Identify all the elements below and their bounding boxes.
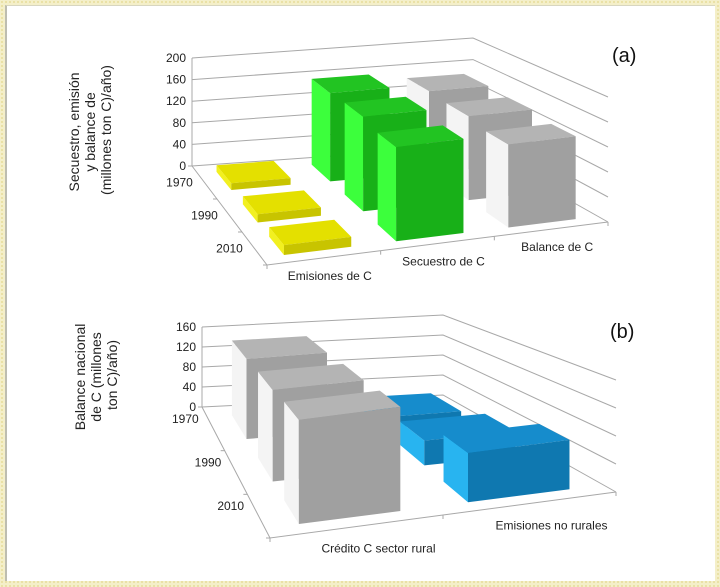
y-tick-label: 0 <box>179 159 186 173</box>
bar-top-face <box>269 219 352 246</box>
bar-side-face <box>231 340 247 439</box>
y-axis-label-b: Balance nacional de C (millones ton C)/a… <box>72 320 120 431</box>
bar-side-face <box>284 401 299 525</box>
bar-side-face <box>377 132 397 242</box>
row-label-1990: 1990 <box>195 456 222 470</box>
bar-side-face <box>399 421 425 466</box>
gridline <box>191 59 609 123</box>
row-label-2010: 2010 <box>216 242 243 256</box>
bar-2010 <box>377 125 464 242</box>
panel-label-b: (b) <box>610 321 634 343</box>
bar-front-face <box>467 439 570 503</box>
row-label-1990: 1990 <box>191 209 218 223</box>
bar-top-face <box>377 125 464 148</box>
y-tick-label: 120 <box>176 340 196 354</box>
bar-side-face <box>242 196 258 223</box>
y-axis-label-line: (millones ton C)/año) <box>98 65 114 195</box>
y-axis-label-line: Balance nacional <box>72 324 88 431</box>
bar-side-face <box>443 434 468 503</box>
bar-front-face <box>283 236 352 255</box>
chart-b: (b) Balance nacional de C (millones ton … <box>72 314 634 556</box>
bar-2010 <box>443 423 570 503</box>
y-axis-label-line: de C (millones <box>88 332 104 421</box>
y-tick-label: 160 <box>176 320 196 334</box>
bar-front-face <box>231 178 291 191</box>
bar-top-face <box>258 363 364 390</box>
panel-label-a: (a) <box>612 45 636 67</box>
bar-top-face <box>242 190 321 215</box>
bar-front-face <box>257 207 321 223</box>
bar-side-face <box>258 371 273 482</box>
chart-a: (a) Secuestro, emisión y balance de (mil… <box>66 37 636 283</box>
y-tick-label: 200 <box>166 51 186 65</box>
category-label: Balance de C <box>521 240 593 254</box>
bar-top-face <box>344 96 427 117</box>
category-label: Emisiones de C <box>288 269 372 283</box>
bar-side-face <box>311 78 331 182</box>
y-axis-label-line: y balance de <box>82 92 98 172</box>
y-axis-label-line: ton C)/año) <box>104 340 120 410</box>
row-label-2010: 2010 <box>217 499 244 513</box>
bar-2010 <box>486 123 576 228</box>
bar-side-face <box>344 102 364 212</box>
bar-front-face <box>396 138 464 242</box>
y-tick-label: 40 <box>183 380 197 394</box>
category-label: Emisiones no rurales <box>495 519 607 533</box>
bar-1990 <box>242 190 321 223</box>
bar-top-face <box>486 123 576 145</box>
y-tick-label: 40 <box>173 137 187 151</box>
axes: 0 40 80 120 160 1970 1990 2010 Crédito C sector … <box>172 314 617 556</box>
y-tick-label: 160 <box>166 73 186 87</box>
bar-2010 <box>284 390 401 525</box>
bar-side-face <box>486 131 509 228</box>
bar-top-face <box>284 390 401 420</box>
bars <box>216 73 576 255</box>
bar-side-face <box>269 227 284 255</box>
bar-side-face <box>216 165 232 191</box>
gridline <box>191 37 609 98</box>
bars <box>231 336 570 525</box>
bar-top-face <box>406 73 489 92</box>
bar-top-face <box>231 336 327 359</box>
y-axis-label-a: Secuestro, emisión y balance de (millone… <box>66 65 114 195</box>
bar-top-face <box>216 160 291 184</box>
y-tick-label: 120 <box>166 94 186 108</box>
bar-1970 <box>216 160 291 191</box>
category-label: Crédito C sector rural <box>321 542 435 556</box>
gridline <box>201 314 617 381</box>
category-label: Secuestro de C <box>402 255 485 269</box>
y-tick-label: 0 <box>189 400 196 414</box>
bar-front-face <box>298 406 401 525</box>
row-label-1970: 1970 <box>172 412 199 426</box>
y-axis-label-line: Secuestro, emisión <box>66 72 82 191</box>
bar-top-face <box>446 97 532 117</box>
row-label-1970: 1970 <box>166 176 193 190</box>
bar-top-face <box>311 74 390 94</box>
bar-top-face <box>443 423 570 453</box>
bar-2010 <box>269 219 352 255</box>
bar-front-face <box>508 136 576 228</box>
y-tick-label: 80 <box>183 360 197 374</box>
axes: 0 40 80 120 160 200 1970 1990 2010 Emisiones de C… <box>166 37 609 283</box>
y-tick-label: 80 <box>173 116 187 130</box>
